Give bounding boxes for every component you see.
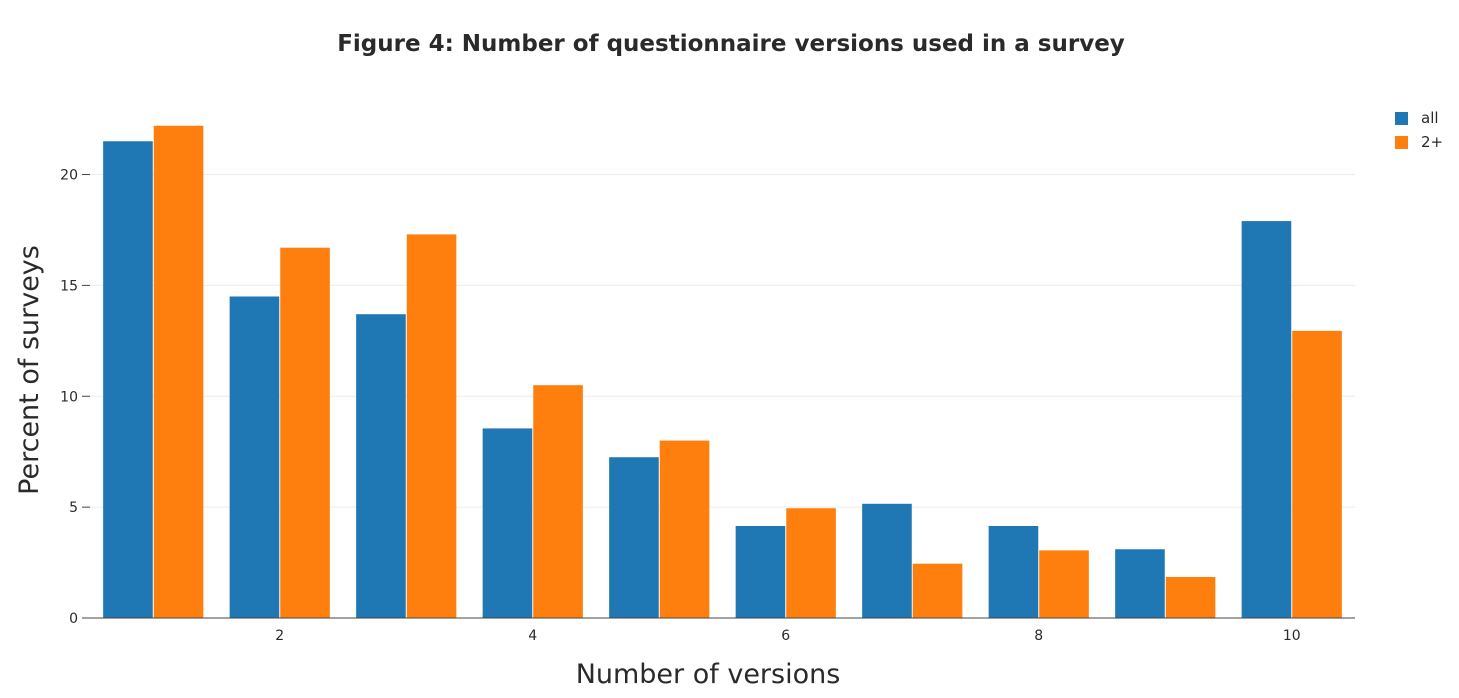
- x-tick-label: 10: [1283, 628, 1301, 644]
- bar-all-5: [609, 457, 659, 618]
- y-tick-label: 10: [60, 389, 78, 405]
- bar-all-8: [988, 525, 1039, 618]
- bar-2+-1: [153, 125, 204, 618]
- y-tick-label: 0: [69, 611, 78, 627]
- legend[interactable]: all 2+: [1395, 109, 1443, 151]
- x-axis-title: Number of versions: [576, 659, 841, 690]
- bar-all-10: [1241, 221, 1292, 618]
- x-tick-label: 2: [275, 628, 284, 644]
- y-tick-label: 15: [60, 278, 78, 294]
- bar-all-2: [229, 296, 280, 618]
- legend-label-all[interactable]: all: [1421, 109, 1439, 127]
- grid-lines: [90, 174, 1355, 508]
- bar-2+-2: [280, 247, 330, 618]
- x-tick-label: 4: [528, 628, 537, 644]
- legend-swatch-2+[interactable]: [1395, 136, 1408, 149]
- bar-2+-3: [406, 234, 457, 619]
- y-tick-label: 5: [69, 500, 78, 516]
- bar-2+-8: [1039, 550, 1089, 618]
- bar-2+-10: [1292, 330, 1342, 618]
- bar-all-7: [862, 503, 912, 618]
- x-tick-label: 6: [781, 628, 790, 644]
- bars: [103, 125, 1342, 619]
- chart-title: Figure 4: Number of questionnaire versio…: [337, 31, 1125, 57]
- bar-all-6: [735, 525, 786, 618]
- y-axis-title: Percent of surveys: [14, 245, 45, 495]
- legend-label-2+[interactable]: 2+: [1421, 133, 1443, 151]
- y-tick-labels: 0 5 10 15 20: [60, 168, 90, 627]
- y-tick-label: 20: [60, 168, 78, 184]
- bar-all-1: [103, 141, 153, 618]
- bar-2+-5: [659, 440, 710, 618]
- legend-swatch-all[interactable]: [1395, 112, 1408, 125]
- bar-2+-7: [912, 563, 963, 618]
- bar-all-9: [1115, 549, 1165, 618]
- x-tick-labels: 2 4 6 8 10: [275, 628, 1300, 644]
- x-tick-label: 8: [1034, 628, 1043, 644]
- bar-2+-6: [786, 508, 836, 618]
- bar-2+-4: [533, 385, 583, 618]
- bar-2+-9: [1165, 576, 1216, 618]
- bar-all-4: [482, 428, 533, 618]
- bar-all-3: [356, 314, 406, 618]
